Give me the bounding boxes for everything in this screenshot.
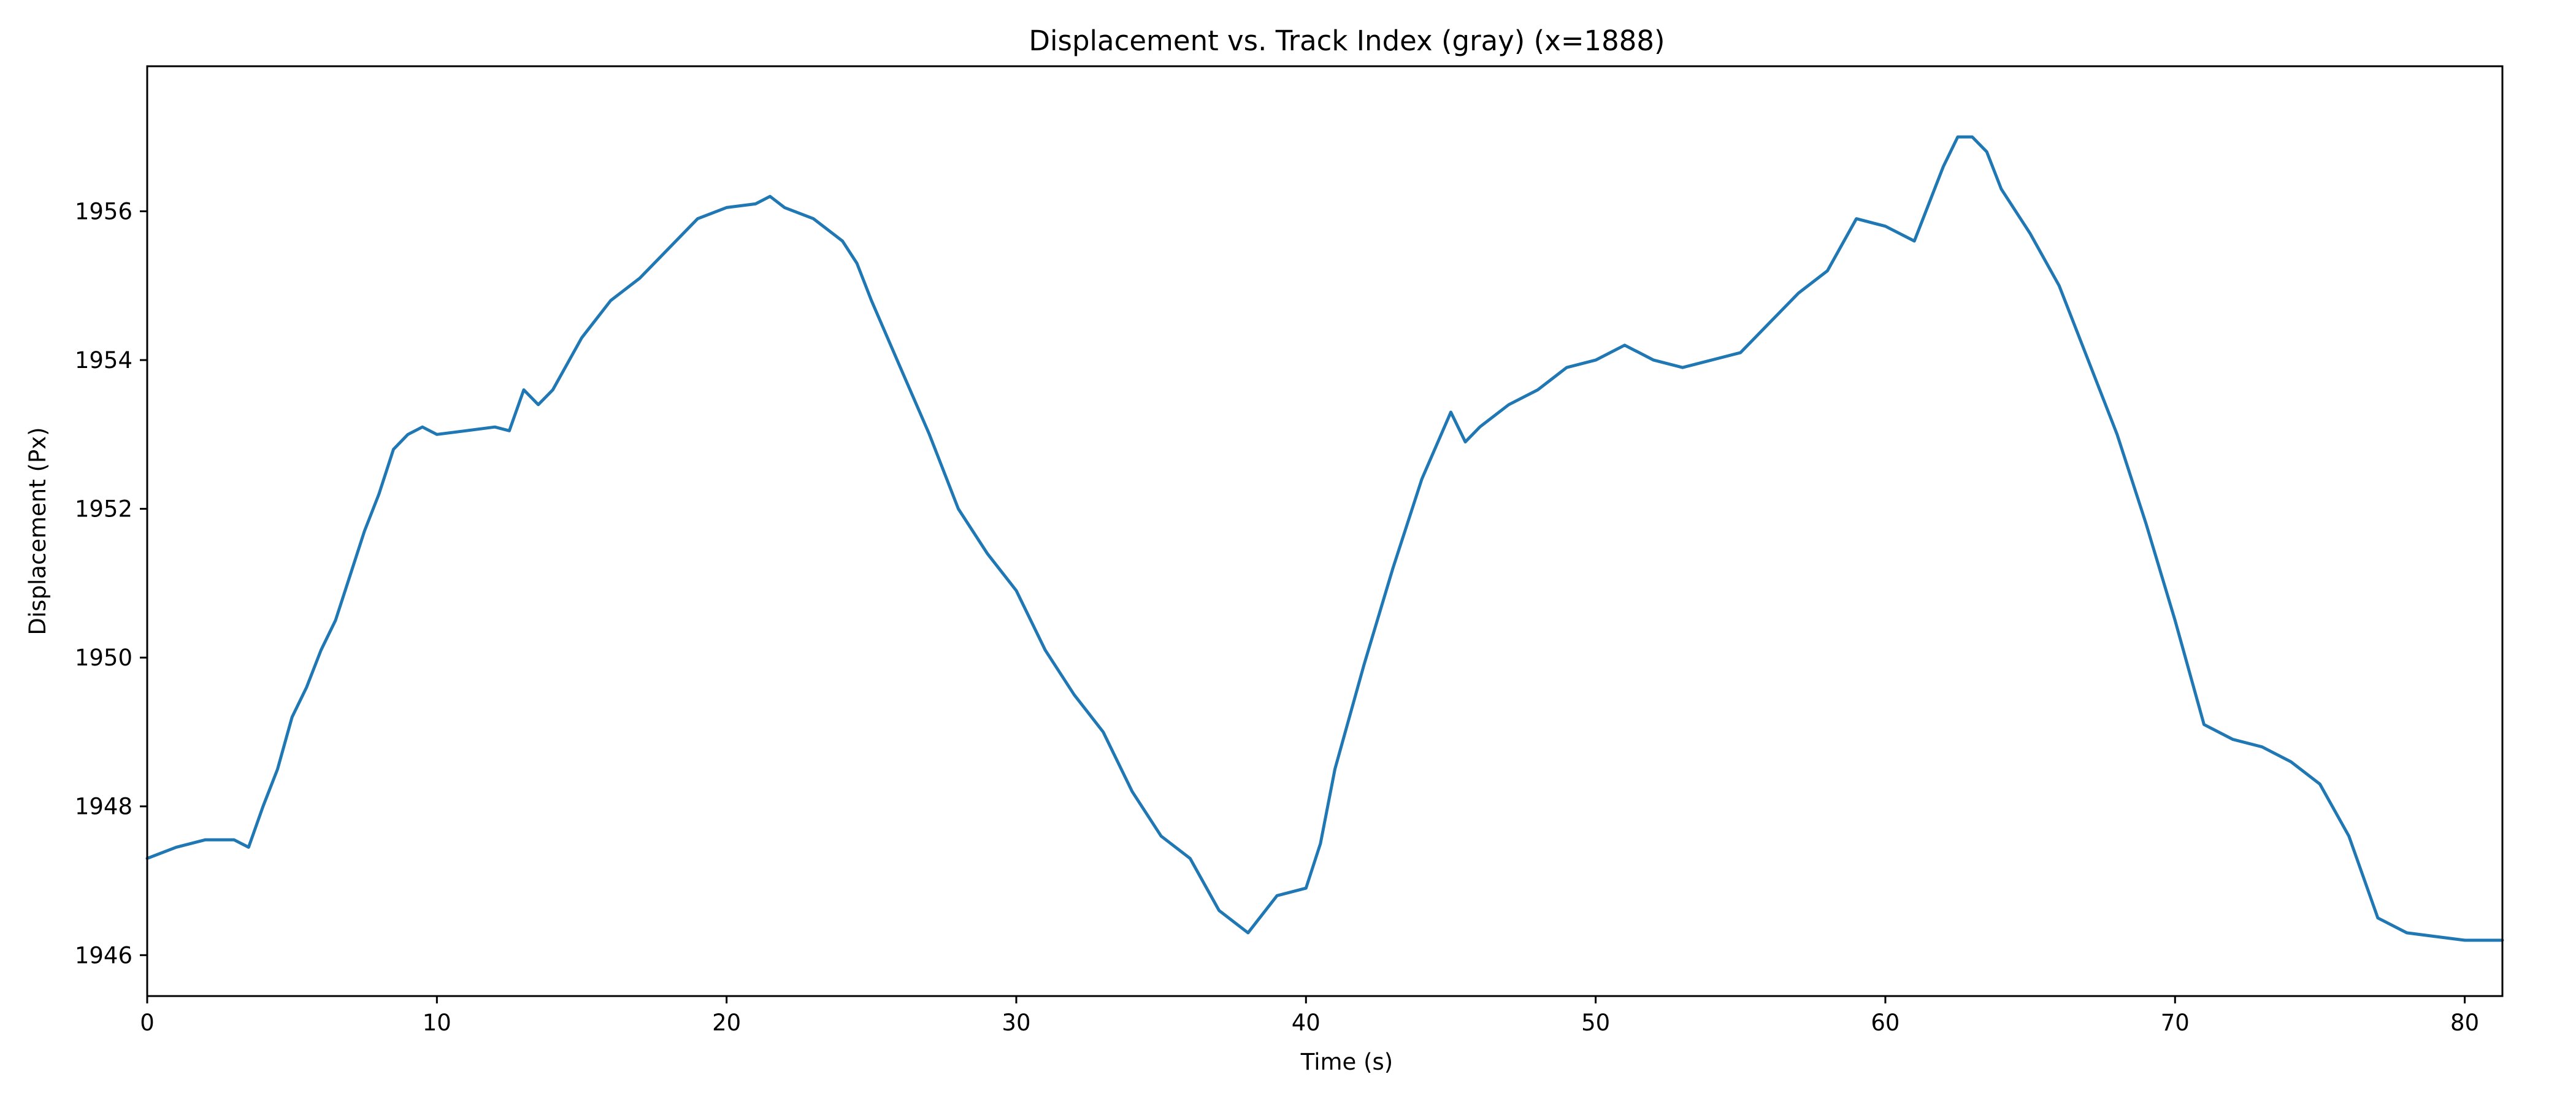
x-tick-label: 50 bbox=[1581, 1010, 1610, 1036]
axis-tick-labels: 0 10 20 30 40 50 60 70 80 1946 1948 1950 1952 1954 195… bbox=[75, 198, 2479, 1036]
series-line bbox=[145, 135, 2504, 942]
y-tick-label: 1950 bbox=[75, 645, 132, 671]
plot-frame bbox=[146, 65, 2504, 997]
x-tick-label: 0 bbox=[140, 1010, 155, 1036]
x-axis-label: Time (s) bbox=[1300, 1049, 1393, 1075]
y-tick-label: 1948 bbox=[75, 794, 132, 820]
x-tick-label: 10 bbox=[423, 1010, 451, 1036]
axis-ticks bbox=[140, 210, 2466, 1003]
x-tick-label: 60 bbox=[1871, 1010, 1899, 1036]
y-axis-label: Displacement (Px) bbox=[25, 427, 51, 635]
x-tick-label: 20 bbox=[712, 1010, 741, 1036]
y-tick-label: 1954 bbox=[75, 347, 132, 374]
y-tick-label: 1956 bbox=[75, 198, 132, 224]
x-tick-label: 40 bbox=[1292, 1010, 1321, 1036]
chart-title: Displacement vs. Track Index (gray) (x=1… bbox=[1029, 25, 1665, 57]
x-tick-label: 30 bbox=[1002, 1010, 1030, 1036]
x-tick-label: 70 bbox=[2161, 1010, 2190, 1036]
y-tick-label: 1952 bbox=[75, 496, 132, 523]
y-tick-label: 1946 bbox=[75, 942, 132, 968]
x-tick-label: 80 bbox=[2450, 1010, 2479, 1036]
